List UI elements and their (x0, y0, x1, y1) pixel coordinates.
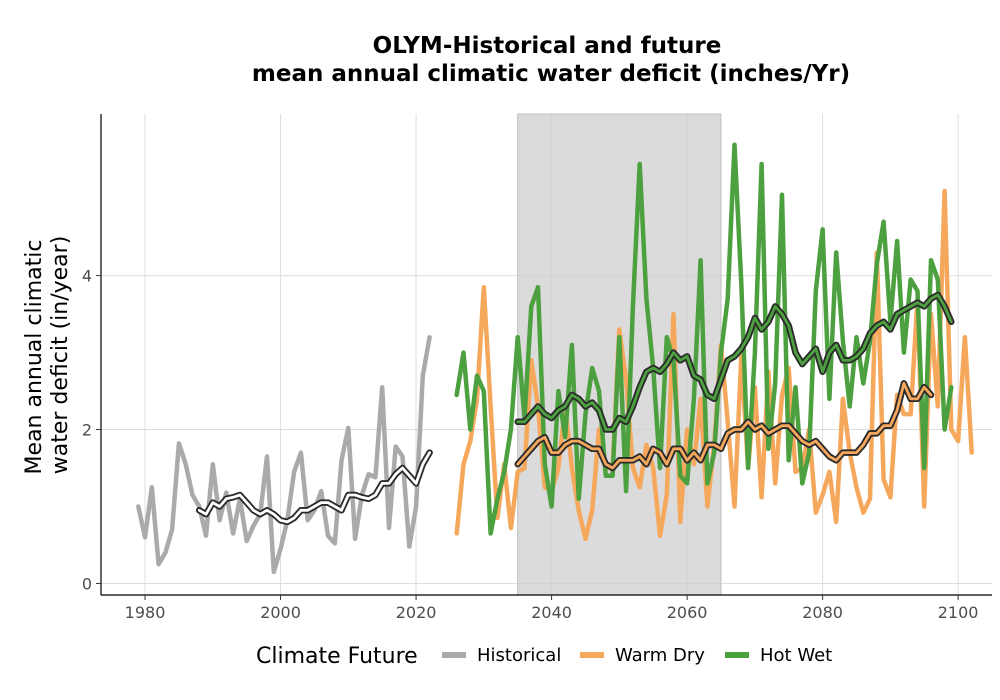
warm-dry-trend-line (516, 381, 933, 470)
chart-title-line-2: mean annual climatic water deficit (inch… (252, 61, 850, 87)
y-tick-label: 4 (82, 267, 92, 286)
chart-title-line-1: OLYM-Historical and future (373, 33, 722, 59)
x-tick-label: 2080 (802, 603, 843, 622)
legend-label-hot-wet: Hot Wet (760, 645, 832, 666)
legend-label-warm-dry: Warm Dry (615, 645, 705, 666)
legend: Climate Future Historical Warm Dry Hot W… (256, 644, 832, 669)
x-tick-label: 2040 (531, 603, 572, 622)
y-tick-label: 0 (82, 574, 92, 593)
hot-wet-line (454, 142, 954, 536)
x-tick-label: 1980 (125, 603, 166, 622)
legend-label-historical: Historical (477, 645, 561, 666)
hot-wet-trend-line (516, 293, 953, 431)
x-axis-ticks: 1980 2000 2020 2040 2060 2080 2100 (125, 595, 979, 622)
x-tick-label: 2060 (667, 603, 708, 622)
x-tick-label: 2100 (938, 603, 979, 622)
y-axis-label-line-1: Mean annual climatic (22, 240, 47, 475)
historical-trend-line (197, 451, 432, 524)
y-axis-label-line-2: water deficit (in/year) (48, 236, 73, 475)
y-tick-label: 2 (82, 421, 92, 440)
historical-line (136, 334, 432, 575)
x-tick-label: 2000 (260, 603, 301, 622)
series-lines (136, 142, 974, 575)
legend-title: Climate Future (256, 644, 418, 669)
x-tick-label: 2020 (396, 603, 437, 622)
y-axis-ticks: 0 2 4 (82, 267, 101, 593)
